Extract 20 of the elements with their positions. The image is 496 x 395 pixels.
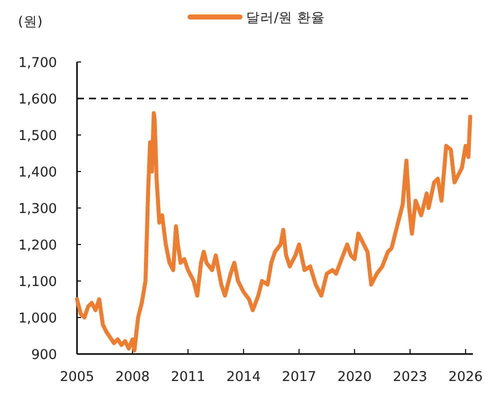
- x-tick-label: 2017: [282, 369, 316, 385]
- x-tick-label: 2020: [337, 369, 372, 385]
- y-tick-label: 1,100: [18, 274, 57, 290]
- y-tick-label: 1,600: [18, 92, 57, 108]
- y-tick-label: 1,300: [18, 201, 57, 217]
- y-tick-label: 1,500: [18, 128, 57, 144]
- x-tick-label: 2014: [226, 369, 261, 385]
- y-tick-label: 1,200: [18, 238, 57, 254]
- x-tick-label: 2011: [170, 369, 206, 385]
- y-tick-label: 1,000: [18, 310, 57, 326]
- y-tick-label: 1,400: [18, 164, 57, 180]
- legend-label: 달러/원 환율: [246, 10, 325, 26]
- line-series: [75, 111, 472, 352]
- y-axis-title: (원): [18, 14, 43, 30]
- y-tick-label: 900: [31, 347, 57, 363]
- y-tick-label: 1,700: [18, 55, 57, 71]
- x-tick-label: 2023: [392, 369, 428, 385]
- x-tick-label: 2008: [115, 369, 150, 385]
- x-tick-label: 2005: [60, 369, 94, 385]
- x-tick-label: 2026: [448, 369, 483, 385]
